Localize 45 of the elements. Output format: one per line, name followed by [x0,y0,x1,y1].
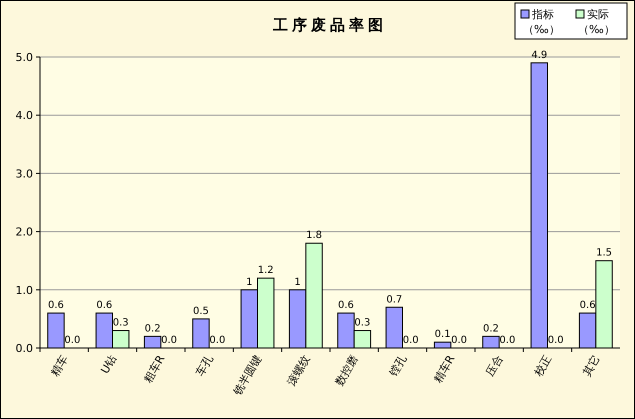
legend-label: 指标（‰） [523,8,560,36]
x-tick-label: 车孔 [194,353,216,379]
data-label: 1.2 [258,265,274,276]
data-label: 0.6 [338,300,354,312]
y-tick-label: 5.0 [16,51,33,64]
data-label: 1 [294,276,301,288]
y-tick-label: 2.0 [16,226,33,239]
x-tick-label: 粗车R [141,352,168,386]
chart-title: 工序废品率图 [272,16,387,34]
x-tick-label: 其它 [580,353,602,379]
data-label: 0.3 [354,318,370,329]
data-label: 0.6 [48,300,64,312]
x-tick-label: 镗孔 [386,353,410,380]
x-tick-label: 滚螺纹 [284,353,312,388]
x-tick-label: 精车R [431,352,458,386]
x-tick-label: 校正 [531,353,554,380]
data-label: 1 [246,276,252,288]
data-label: 0.3 [112,318,129,329]
x-tick-label: U钻 [98,353,120,376]
data-label: 0.6 [580,300,596,312]
data-label: 0.7 [386,294,402,306]
data-label: 0.0 [402,335,419,346]
data-label: 1.8 [306,230,322,242]
y-tick-label: 3.0 [16,167,33,180]
x-tick-label: 压合 [484,353,506,379]
data-label: 0.0 [499,335,516,346]
data-label: 0.6 [96,300,112,312]
y-tick-label: 1.0 [16,284,33,297]
legend-label: 实际（‰） [578,8,615,36]
data-label: 0.0 [209,335,226,346]
y-tick-label: 4.0 [16,109,33,122]
data-label: 0.0 [64,335,80,346]
data-label: 0.1 [434,329,451,340]
data-label: 0.2 [144,323,161,334]
data-label: 4.9 [531,50,548,61]
data-label: 0.2 [482,323,499,334]
data-label: 0.0 [451,335,468,346]
data-label: 0.0 [548,335,564,346]
x-tick-label: 数控磨 [333,353,361,388]
x-tick-label: 铣半圆键 [230,353,264,398]
data-label: 1.5 [596,248,612,259]
data-label: 0.5 [192,306,209,317]
data-label: 0.0 [161,335,178,346]
x-tick-label: 精车 [48,353,71,379]
y-tick-label: 0.0 [16,342,33,355]
